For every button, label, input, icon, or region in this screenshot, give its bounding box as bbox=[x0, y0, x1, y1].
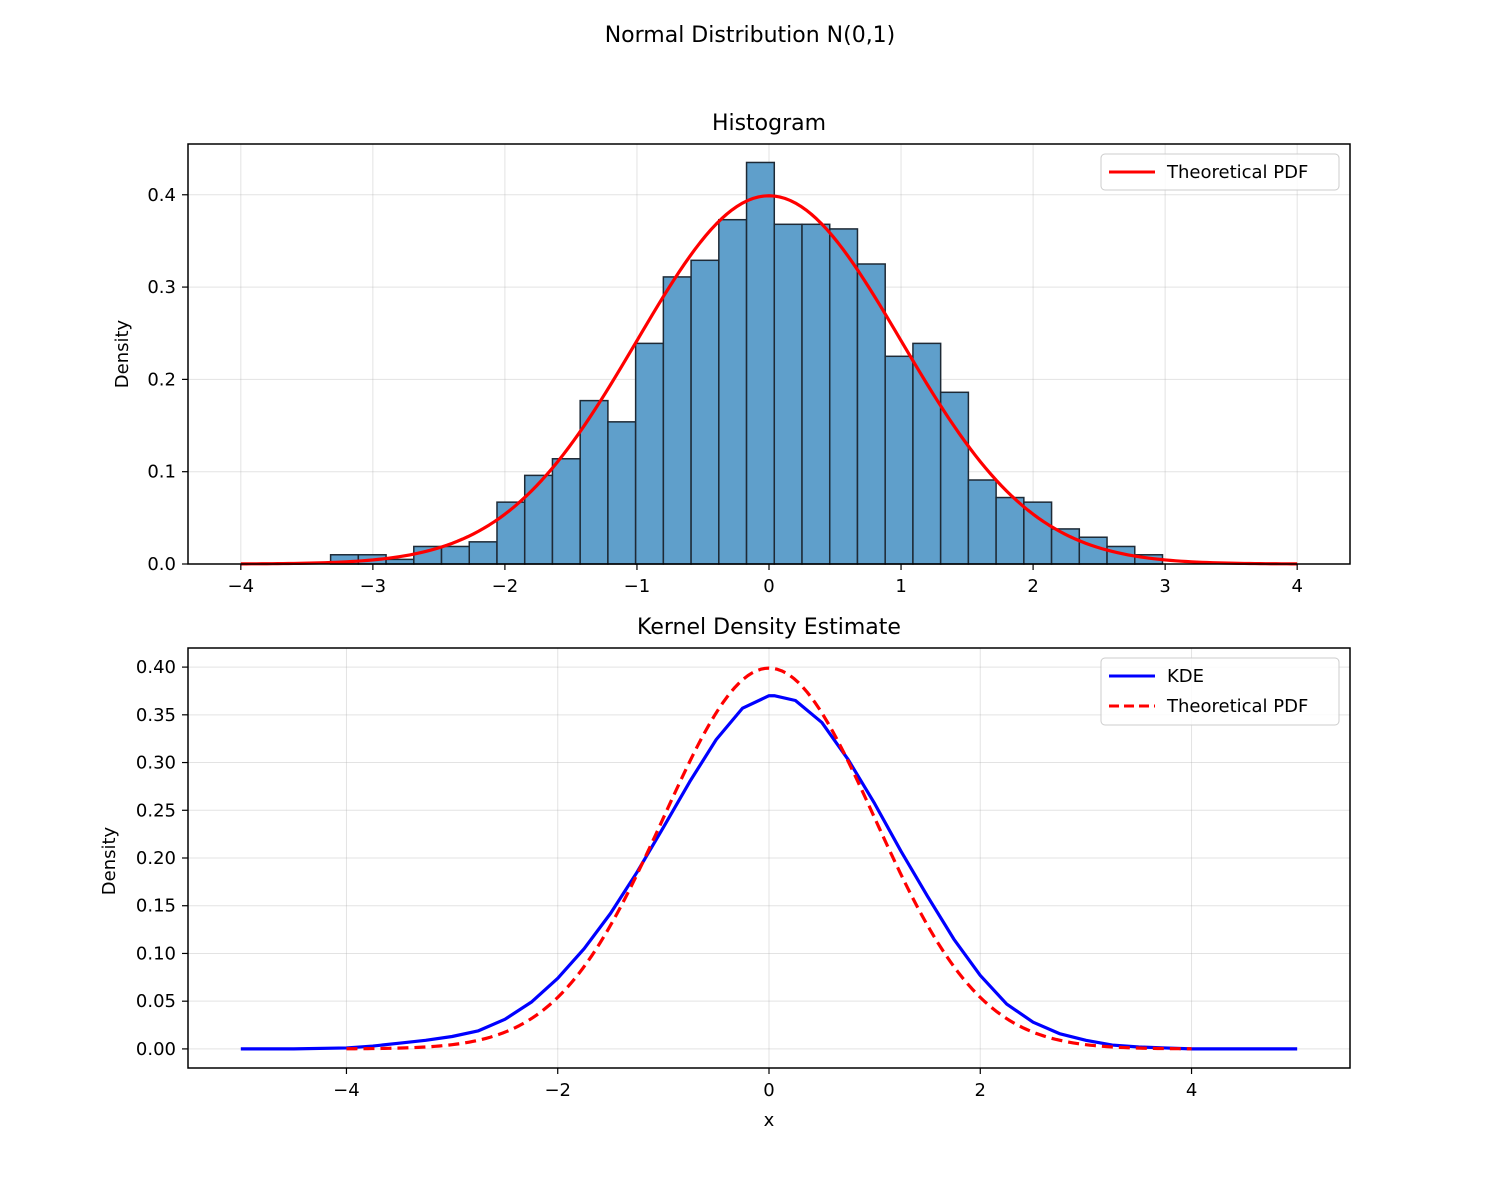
histogram-title: Histogram bbox=[712, 111, 826, 136]
histogram-axes: −4 −3 −2 −1 0 1 2 3 4 0.00.10.20.30.4 Histogram … bbox=[112, 111, 1351, 597]
histogram-bar bbox=[468, 541, 498, 565]
histogram-bar bbox=[967, 479, 997, 565]
theoretical-pdf-line bbox=[346, 666, 1192, 1051]
histogram-bar bbox=[523, 474, 554, 565]
x-tick-label: 0 bbox=[763, 1080, 774, 1101]
x-tick-label: 2 bbox=[1027, 576, 1038, 597]
histogram-bar bbox=[440, 545, 471, 565]
theoretical-pdf-line bbox=[240, 194, 1298, 566]
histogram-bars bbox=[329, 161, 1164, 565]
x-tick-label: −3 bbox=[360, 576, 387, 597]
kde-legend: KDE Theoretical PDF bbox=[1100, 657, 1340, 726]
histogram-x-ticks: −4 −3 −2 −1 0 1 2 3 4 bbox=[228, 564, 1303, 597]
y-tick-label: 0.30 bbox=[136, 753, 176, 774]
figure-title: Normal Distribution N(0,1) bbox=[605, 23, 896, 48]
histogram-bar bbox=[856, 263, 886, 565]
histogram-bar bbox=[773, 223, 803, 565]
y-tick-label: 0.15 bbox=[136, 896, 176, 917]
histogram-legend: Theoretical PDF bbox=[1100, 153, 1340, 191]
histogram-legend-box bbox=[1100, 153, 1340, 191]
kde-title: Kernel Density Estimate bbox=[637, 615, 901, 640]
x-tick-label: 4 bbox=[1186, 1080, 1197, 1101]
kde-legend-kde-label: KDE bbox=[1167, 666, 1204, 687]
histogram-legend-pdf-label: Theoretical PDF bbox=[1166, 162, 1308, 183]
y-tick-label: 0.00 bbox=[136, 1039, 176, 1060]
kde-y-label: Density bbox=[99, 826, 120, 895]
kde-legend-pdf-label: Theoretical PDF bbox=[1166, 696, 1308, 717]
y-tick-label: 0.20 bbox=[136, 848, 176, 869]
histogram-y-label: Density bbox=[112, 319, 133, 388]
y-tick-label: 0.1 bbox=[147, 462, 176, 483]
kde-y-ticks: 0.00 0.05 0.10 0.15 0.20 0.25 0.30 0.35 0.40 bbox=[136, 657, 188, 1060]
x-tick-label: −4 bbox=[228, 576, 255, 597]
kde-legend-box bbox=[1100, 657, 1340, 726]
kde-axes: −4 −2 0 2 4 0.00 0.05 0.10 0.15 0.20 0.25 0.30 0.35… bbox=[99, 615, 1351, 1131]
histogram-bar bbox=[551, 458, 581, 565]
x-tick-label: −2 bbox=[544, 1080, 571, 1101]
y-tick-label: 0.25 bbox=[136, 800, 176, 821]
y-tick-label: 0.35 bbox=[136, 705, 176, 726]
kde-x-label: x bbox=[764, 1110, 775, 1131]
y-tick-label: 0.05 bbox=[136, 991, 176, 1012]
histogram-bar bbox=[939, 391, 970, 565]
y-tick-label: 0.2 bbox=[147, 369, 176, 390]
y-tick-label: 0.3 bbox=[147, 277, 176, 298]
kde-line bbox=[240, 694, 1298, 1051]
histogram-bar bbox=[496, 501, 526, 565]
y-tick-label: 0.40 bbox=[136, 657, 176, 678]
y-tick-label: 0.4 bbox=[147, 185, 176, 206]
histogram-bar bbox=[662, 276, 692, 565]
kde-x-ticks: −4 −2 0 2 4 bbox=[333, 1068, 1197, 1101]
histogram-bar bbox=[801, 223, 831, 565]
histogram-bar bbox=[912, 342, 942, 565]
x-tick-label: 3 bbox=[1159, 576, 1170, 597]
y-tick-label: 0.10 bbox=[136, 943, 176, 964]
x-tick-label: −1 bbox=[624, 576, 651, 597]
x-tick-label: −2 bbox=[492, 576, 519, 597]
histogram-bar bbox=[884, 355, 914, 565]
histogram-bar bbox=[718, 218, 748, 565]
histogram-bar bbox=[690, 259, 720, 565]
x-tick-label: 1 bbox=[895, 576, 906, 597]
histogram-bar bbox=[828, 228, 859, 565]
x-tick-label: 4 bbox=[1291, 576, 1302, 597]
histogram-pdf-line bbox=[240, 194, 1298, 566]
histogram-bar bbox=[634, 342, 665, 565]
histogram-bar bbox=[995, 496, 1025, 565]
kde-lines bbox=[240, 666, 1298, 1051]
x-tick-label: 2 bbox=[975, 1080, 986, 1101]
histogram-y-ticks: 0.0 0.1 0.2 0.3 0.4 bbox=[147, 185, 188, 575]
x-tick-label: −4 bbox=[333, 1080, 360, 1101]
y-tick-label: 0.0 bbox=[147, 554, 176, 575]
histogram-bar bbox=[745, 161, 776, 565]
histogram-bar bbox=[1078, 536, 1108, 565]
histogram-bar bbox=[607, 421, 637, 565]
x-tick-label: 0 bbox=[763, 576, 774, 597]
